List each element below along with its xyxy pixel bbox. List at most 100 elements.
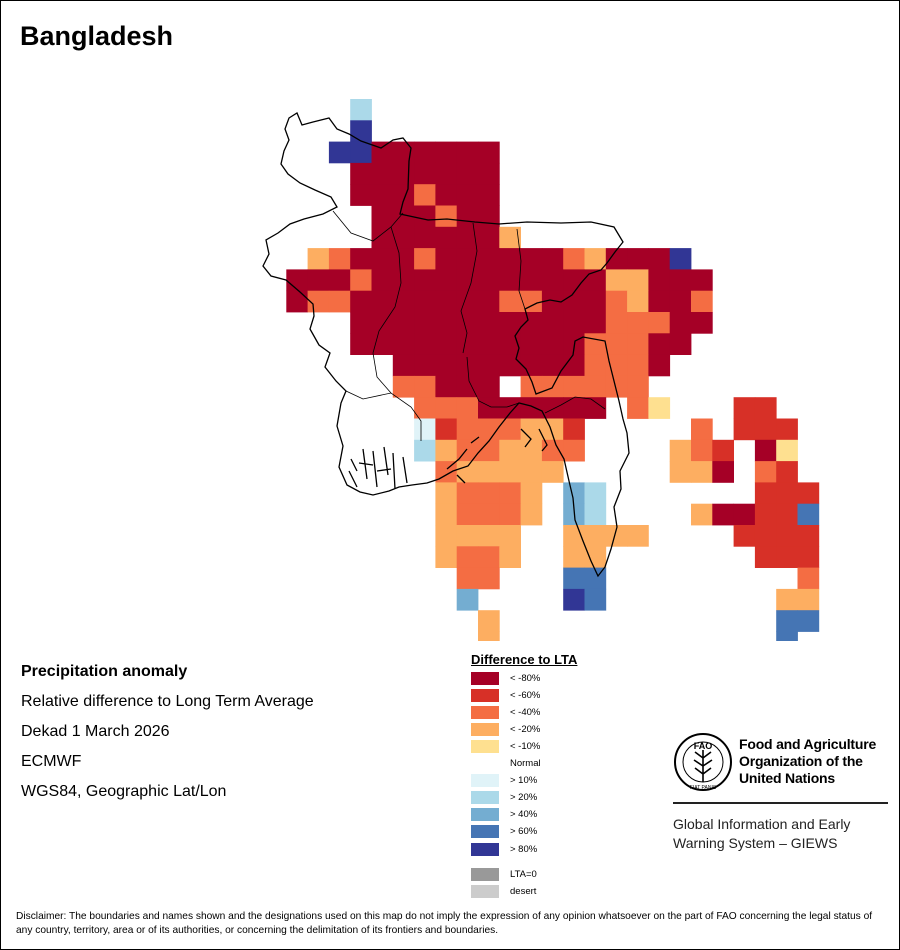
grid-cell	[797, 482, 820, 505]
grid-cell	[627, 525, 649, 547]
grid-cell	[371, 269, 394, 292]
grid-cell	[392, 269, 415, 292]
legend-item: < -40%	[471, 705, 540, 719]
legend-label: > 40%	[510, 809, 538, 821]
legend-label: > 10%	[510, 775, 538, 787]
grid-cell	[478, 439, 500, 462]
legend-swatch	[471, 791, 499, 805]
grid-cell	[776, 546, 798, 568]
legend-label: < -80%	[510, 672, 541, 684]
disclaimer: Disclaimer: The boundaries and names sho…	[16, 911, 873, 936]
grid-cell	[754, 461, 777, 483]
grid-cell	[286, 269, 308, 292]
grid-cell	[499, 546, 521, 568]
grid-cell	[499, 503, 521, 526]
grid-cell	[563, 588, 585, 611]
grid-cell	[691, 461, 713, 483]
grid-cell	[627, 354, 649, 377]
legend-item: LTA=0	[471, 867, 537, 881]
grid-cell	[669, 439, 692, 462]
grid-cell	[478, 567, 500, 590]
grid-cell	[456, 226, 479, 249]
legend-swatch	[471, 884, 499, 898]
grid-cell	[520, 354, 543, 377]
grid-cell	[414, 141, 436, 164]
grid-cell	[520, 333, 543, 355]
grid-cell	[414, 205, 436, 228]
grid-cell	[627, 248, 649, 270]
grid-cell	[371, 205, 394, 228]
legend-title: Difference to LTA	[471, 652, 578, 667]
grid-cell	[648, 333, 671, 355]
grid-cell	[584, 503, 607, 526]
grid-cell	[605, 525, 628, 547]
grid-cell	[350, 184, 372, 206]
grid-cell	[541, 333, 564, 355]
grid-cell	[733, 418, 756, 441]
legend-item: < -80%	[471, 671, 540, 685]
grid-cell	[392, 162, 415, 185]
grid-cell	[499, 269, 521, 292]
grid-cell	[776, 418, 798, 441]
grid-cell	[478, 418, 500, 441]
grid-cell	[414, 269, 436, 292]
grid-cell	[478, 375, 500, 398]
grid-cell	[435, 503, 458, 526]
grid-cell	[541, 461, 564, 483]
legend-swatch	[471, 705, 499, 719]
anomaly-grid	[286, 99, 820, 641]
grid-cell	[520, 439, 543, 462]
grid-cell	[456, 482, 479, 505]
grid-cell	[328, 269, 351, 292]
grid-cell	[307, 269, 330, 292]
grid-cell	[584, 482, 607, 505]
grid-cell	[605, 312, 628, 334]
grid-cell	[712, 503, 734, 526]
grid-cell	[754, 482, 777, 505]
grid-cell	[392, 184, 415, 206]
bangladesh-outline	[262, 112, 630, 578]
grid-cell	[392, 354, 415, 377]
grid-cell	[435, 439, 458, 462]
grid-cell	[414, 162, 436, 185]
grid-cell	[328, 141, 351, 164]
grid-cell	[478, 525, 500, 547]
grid-cell	[414, 290, 436, 313]
grid-cell	[371, 141, 394, 164]
grid-cell	[456, 546, 479, 568]
grid-cell	[520, 269, 543, 292]
grid-cell	[456, 567, 479, 590]
grid-cell	[456, 461, 479, 483]
grid-cell	[733, 397, 756, 419]
grid-cell	[584, 290, 607, 313]
legend-label: desert	[510, 885, 537, 897]
grid-cell	[797, 588, 820, 611]
grid-cell	[328, 248, 351, 270]
grid-cell	[456, 141, 479, 164]
legend-label: > 20%	[510, 792, 538, 804]
grid-cell	[478, 354, 500, 377]
grid-cell	[435, 205, 458, 228]
grid-cell	[584, 397, 607, 419]
grid-cell	[754, 525, 777, 547]
grid-cell	[435, 333, 458, 355]
grid-cell	[350, 120, 372, 142]
grid-cell	[499, 439, 521, 462]
legend-label: < -20%	[510, 723, 541, 735]
grid-cell	[754, 546, 777, 568]
grid-cell	[350, 248, 372, 270]
grid-cell	[584, 312, 607, 334]
grid-cell	[584, 269, 607, 292]
grid-cell	[478, 333, 500, 355]
grid-cell	[350, 162, 372, 185]
grid-cell	[499, 226, 521, 249]
division-boundaries	[332, 210, 606, 441]
grid-cell	[392, 375, 415, 398]
grid-cell	[669, 333, 692, 355]
legend-item: < -20%	[471, 722, 540, 736]
grid-cell	[456, 248, 479, 270]
grid-cell	[669, 290, 692, 313]
legend-item: < -60%	[471, 688, 540, 702]
legend-item: Normal	[471, 757, 541, 771]
